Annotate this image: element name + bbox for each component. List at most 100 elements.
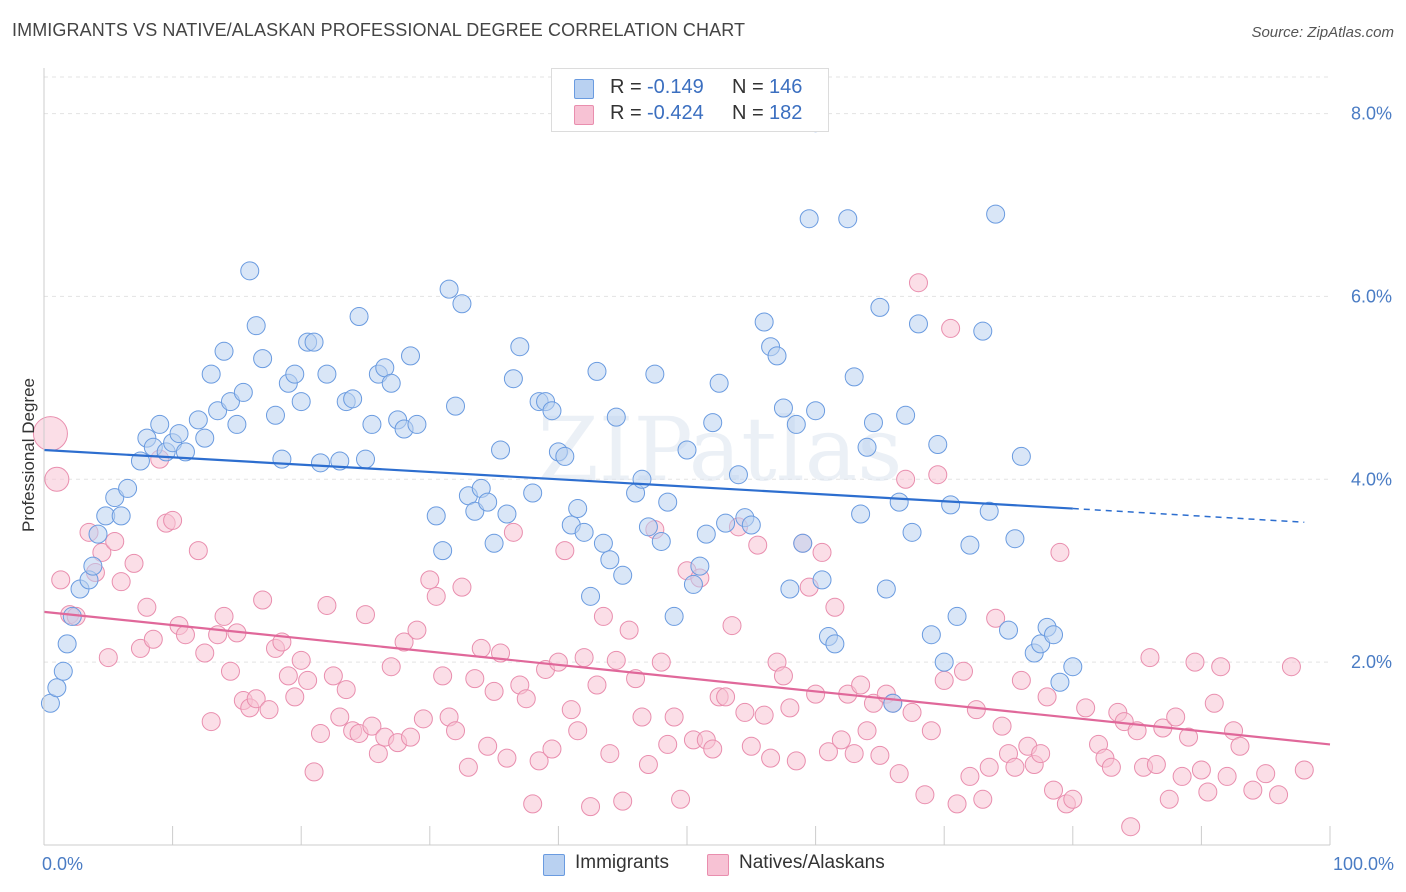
immigrants-point	[600, 550, 620, 570]
natives-point	[163, 510, 183, 530]
immigrants-point	[240, 261, 260, 281]
immigrants-point	[227, 414, 247, 434]
natives-point	[780, 698, 800, 718]
y-tick-label: 4.0%	[1351, 469, 1392, 489]
natives-point	[748, 535, 768, 555]
natives-point	[542, 739, 562, 759]
immigrants-point	[150, 414, 170, 434]
immigrants-point	[53, 661, 73, 681]
immigrants-point	[806, 401, 826, 421]
natives-point	[291, 650, 311, 670]
natives-point	[851, 675, 871, 695]
natives-point	[253, 590, 273, 610]
natives-point	[671, 789, 691, 809]
natives-point	[188, 541, 208, 561]
legend-label-natives: Natives/Alaskans	[739, 852, 885, 873]
immigrants-point	[638, 517, 658, 537]
immigrants-point	[934, 652, 954, 672]
immigrants-trend-line	[43, 448, 1073, 510]
natives-point	[420, 570, 440, 590]
immigrants-point	[426, 506, 446, 526]
immigrants-point	[111, 506, 131, 526]
immigrants-point	[195, 428, 215, 448]
immigrants-point	[233, 382, 253, 402]
natives-point	[773, 666, 793, 686]
x-tick-labels: 0.0% 100.0%	[42, 854, 1394, 874]
immigrants-point	[201, 364, 221, 384]
n-label: N =	[732, 102, 764, 124]
natives-point	[220, 661, 240, 681]
x-tick-label: 100.0%	[1333, 854, 1394, 874]
natives-point	[1269, 785, 1289, 805]
natives-point	[105, 531, 125, 551]
natives-point	[394, 632, 414, 652]
immigrants-point	[658, 492, 678, 512]
natives-point	[831, 730, 851, 750]
immigrants-point	[568, 499, 588, 519]
immigrants-point	[587, 361, 607, 381]
immigrants-point	[651, 531, 671, 551]
natives-point	[581, 797, 601, 817]
immigrants-point	[362, 414, 382, 434]
immigrants-point	[825, 634, 845, 654]
natives-point	[362, 716, 382, 736]
natives-point	[310, 723, 330, 743]
immigrants-point	[465, 501, 485, 521]
natives-point	[619, 620, 639, 640]
natives-point	[478, 736, 498, 756]
r-value: -0.149	[647, 76, 704, 98]
immigrants-point	[175, 442, 195, 462]
natives-point	[806, 684, 826, 704]
natives-point	[1101, 757, 1121, 777]
natives-point	[401, 727, 421, 747]
natives-point	[51, 570, 71, 590]
natives-point	[658, 734, 678, 754]
immigrants-point	[510, 337, 530, 357]
immigrants-point	[973, 321, 993, 341]
natives-point	[638, 755, 658, 775]
immigrants-point	[310, 453, 330, 473]
natives-point	[413, 709, 433, 729]
natives-point	[32, 416, 68, 452]
natives-point	[1166, 707, 1186, 727]
immigrants-point	[253, 349, 273, 369]
trend-lines	[43, 448, 1331, 746]
natives-point	[1217, 766, 1237, 786]
natives-point	[317, 595, 337, 615]
natives-point	[1179, 727, 1199, 747]
natives-point	[523, 794, 543, 814]
immigrants-point	[677, 440, 697, 460]
y-tick-labels: 2.0% 4.0% 6.0% 8.0%	[1351, 104, 1392, 673]
immigrants-point	[439, 279, 459, 299]
natives-point	[908, 273, 928, 293]
natives-point	[761, 748, 781, 768]
natives-point	[98, 648, 118, 668]
immigrants-point	[799, 209, 819, 229]
chart-title: IMMIGRANTS VS NATIVE/ALASKAN PROFESSIONA…	[12, 20, 746, 40]
immigrants-point	[1011, 446, 1031, 466]
immigrants-point	[786, 414, 806, 434]
immigrants-point	[542, 401, 562, 421]
natives-point	[741, 736, 761, 756]
natives-point	[1140, 648, 1160, 668]
immigrants-point	[304, 332, 324, 352]
natives-point	[1191, 760, 1211, 780]
immigrants-point	[709, 373, 729, 393]
natives-point	[1256, 764, 1276, 784]
natives-point	[664, 707, 684, 727]
immigrants-point	[291, 392, 311, 412]
natives-point	[754, 705, 774, 725]
natives-point	[555, 541, 575, 561]
natives-point	[979, 757, 999, 777]
immigrants-point	[317, 364, 337, 384]
immigrants-point	[645, 364, 665, 384]
natives-point	[786, 751, 806, 771]
natives-point	[722, 616, 742, 636]
immigrants-point	[902, 522, 922, 542]
natives-point	[825, 597, 845, 617]
immigrants-point	[265, 405, 285, 425]
immigrants-point	[812, 570, 832, 590]
immigrants-point	[606, 407, 626, 427]
immigrants-point	[1050, 672, 1070, 692]
